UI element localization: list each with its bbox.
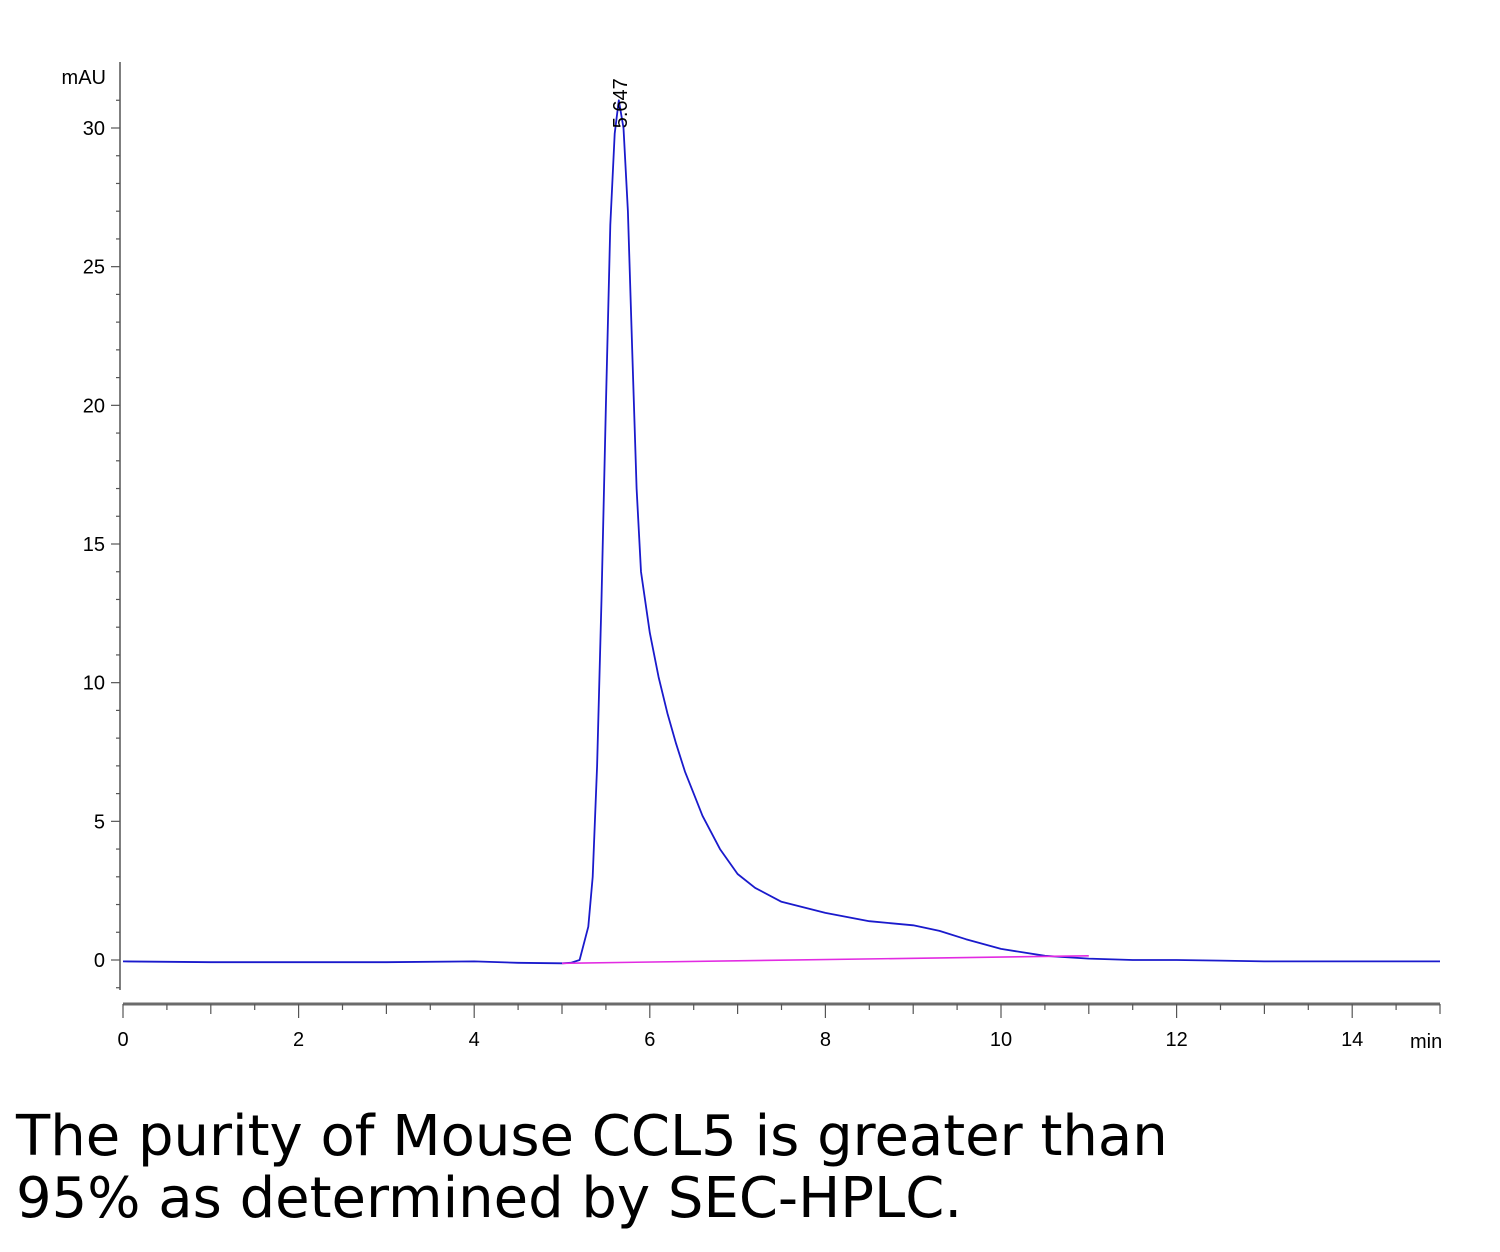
- y-tick-label: 5: [94, 811, 105, 833]
- y-tick-label: 10: [83, 673, 105, 695]
- x-tick-label: 2: [293, 1029, 304, 1051]
- x-tick-label: 14: [1341, 1029, 1363, 1051]
- x-axis-unit: min: [1410, 1031, 1442, 1053]
- chart-axes: 0 5 10 15 20 25 30 mAU 0 2 4 6 8 10 12 14 min: [62, 62, 1442, 1053]
- x-tick-label: 6: [644, 1029, 655, 1051]
- y-tick-label: 25: [83, 257, 105, 279]
- x-tick-label: 0: [117, 1029, 128, 1051]
- caption-line-1: The purity of Mouse CCL5 is greater than: [16, 1104, 1168, 1169]
- x-tick-label: 4: [469, 1029, 480, 1051]
- x-tick-label: 10: [990, 1029, 1012, 1051]
- peak-retention-label: 5.647: [610, 78, 632, 128]
- purity-caption: The purity of Mouse CCL5 is greater than…: [16, 1106, 1316, 1230]
- y-axis-unit: mAU: [62, 67, 106, 89]
- y-tick-label: 20: [83, 395, 105, 417]
- chromatogram-chart: 0 5 10 15 20 25 30 mAU 0 2 4 6 8 10 12 14 min 5.647: [62, 62, 1442, 1053]
- baseline-trace: [561, 955, 1089, 965]
- chart-traces: [122, 99, 1440, 965]
- x-tick-label: 12: [1165, 1029, 1187, 1051]
- chart-annotations: 5.647: [610, 78, 632, 128]
- caption-line-2: 95% as determined by SEC-HPLC.: [16, 1166, 963, 1231]
- chromatogram-trace: [122, 99, 1440, 965]
- x-tick-label: 8: [820, 1029, 831, 1051]
- y-tick-label: 15: [83, 534, 105, 556]
- y-tick-label: 0: [94, 950, 105, 972]
- y-tick-label: 30: [83, 118, 105, 140]
